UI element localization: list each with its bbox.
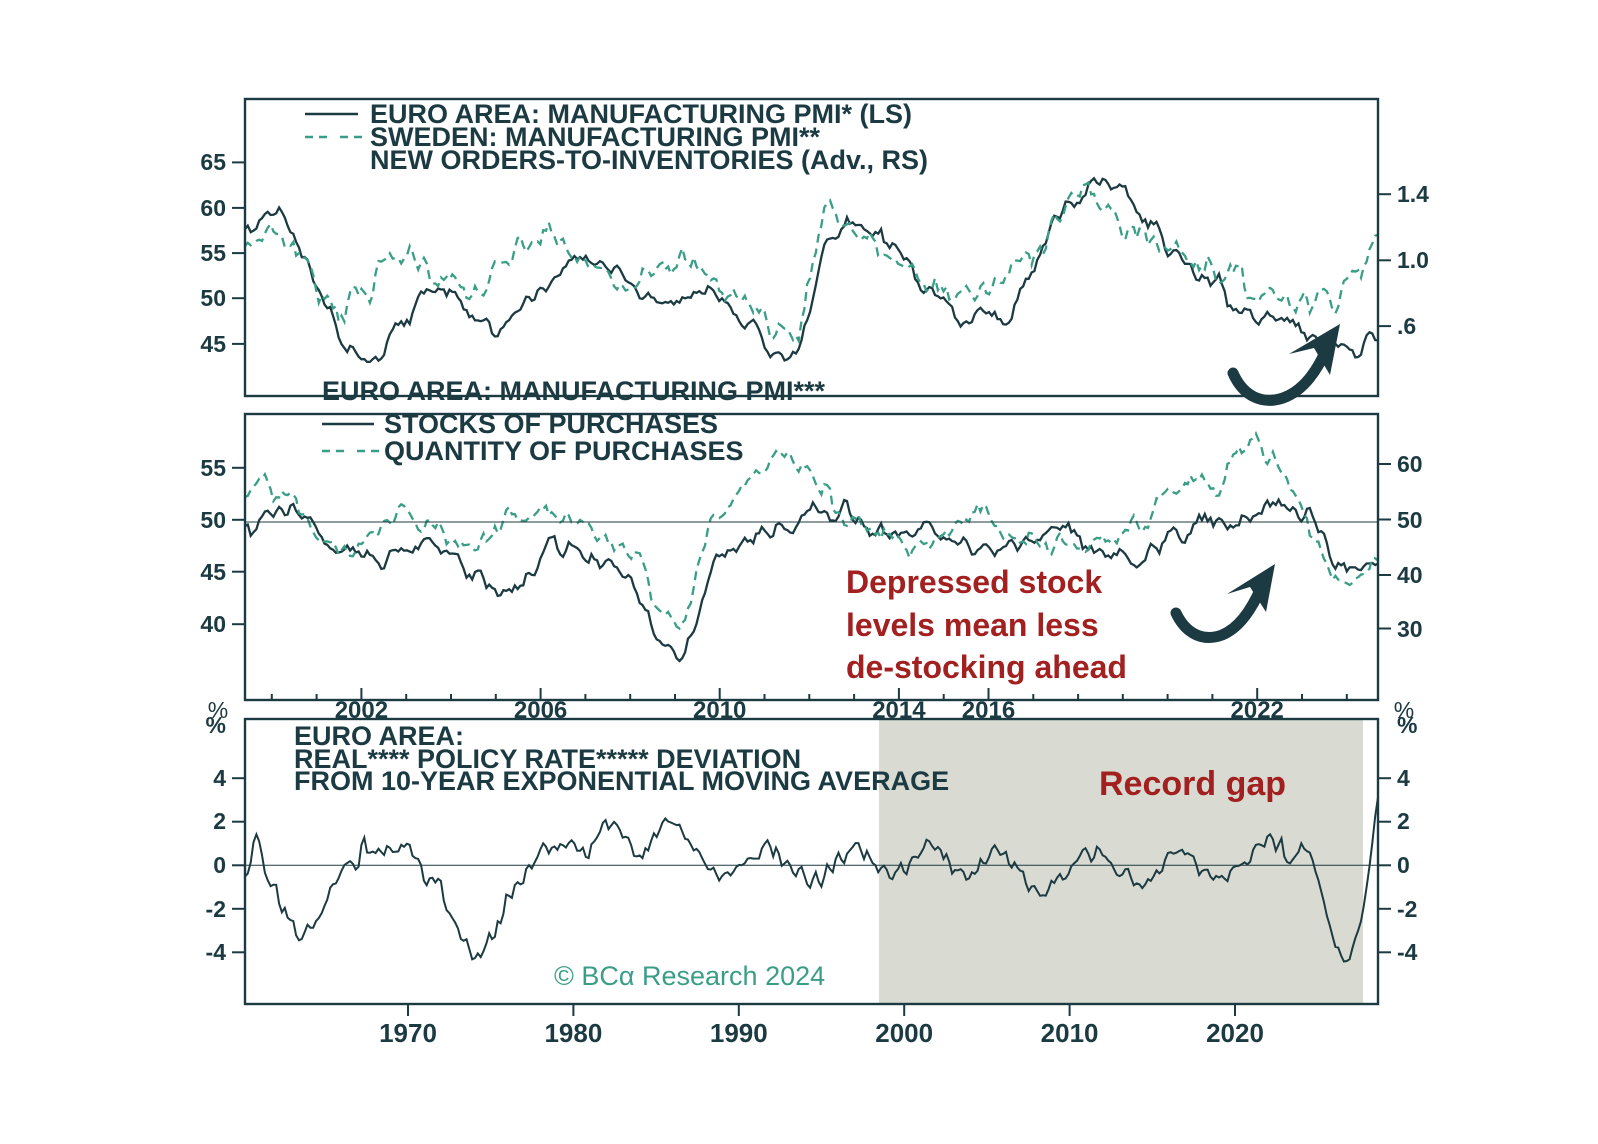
svg-text:2010: 2010	[693, 697, 746, 724]
svg-text:30: 30	[1397, 616, 1423, 642]
svg-text:-2: -2	[1397, 896, 1417, 922]
svg-text:QUANTITY OF PURCHASES: QUANTITY OF PURCHASES	[384, 436, 744, 466]
svg-text:40: 40	[200, 611, 226, 637]
svg-text:1.0: 1.0	[1397, 247, 1429, 273]
svg-text:65: 65	[200, 149, 226, 175]
svg-text:Record gap: Record gap	[1099, 765, 1286, 803]
svg-text:NEW ORDERS-TO-INVENTORIES (Adv: NEW ORDERS-TO-INVENTORIES (Adv., RS)	[370, 145, 928, 175]
svg-text:.6: .6	[1397, 313, 1416, 339]
svg-text:0: 0	[1397, 852, 1410, 878]
svg-text:1.4: 1.4	[1397, 181, 1429, 207]
svg-text:2022: 2022	[1231, 697, 1284, 724]
svg-text:%: %	[1397, 712, 1417, 738]
svg-text:2: 2	[213, 808, 226, 834]
svg-text:2010: 2010	[1041, 1018, 1099, 1048]
svg-text:%: %	[206, 712, 226, 738]
svg-text:4: 4	[1397, 765, 1410, 791]
svg-text:FROM 10-YEAR EXPONENTIAL MOVIN: FROM 10-YEAR EXPONENTIAL MOVING AVERAGE	[294, 766, 949, 796]
svg-text:levels mean less: levels mean less	[846, 607, 1099, 643]
svg-text:50: 50	[200, 285, 226, 311]
svg-text:2000: 2000	[875, 1018, 933, 1048]
svg-text:4: 4	[213, 765, 226, 791]
svg-text:1970: 1970	[379, 1018, 437, 1048]
svg-text:2: 2	[1397, 808, 1410, 834]
svg-text:50: 50	[200, 507, 226, 533]
svg-text:50: 50	[1397, 507, 1423, 533]
svg-text:55: 55	[200, 240, 226, 266]
svg-text:45: 45	[200, 559, 226, 585]
svg-text:40: 40	[1397, 562, 1423, 588]
svg-text:1990: 1990	[710, 1018, 768, 1048]
svg-text:de-stocking ahead: de-stocking ahead	[846, 649, 1127, 685]
svg-text:1980: 1980	[544, 1018, 602, 1048]
svg-text:EURO AREA: MANUFACTURING PMI**: EURO AREA: MANUFACTURING PMI***	[322, 376, 825, 406]
svg-text:60: 60	[200, 195, 226, 221]
svg-text:-4: -4	[206, 939, 227, 965]
svg-text:2014: 2014	[872, 697, 926, 724]
svg-text:Depressed stock: Depressed stock	[846, 564, 1102, 600]
svg-text:2016: 2016	[962, 697, 1015, 724]
svg-text:60: 60	[1397, 451, 1423, 477]
svg-text:© BCα Research 2024: © BCα Research 2024	[554, 961, 825, 991]
svg-text:-2: -2	[206, 896, 226, 922]
svg-text:2002: 2002	[335, 697, 388, 724]
svg-text:-4: -4	[1397, 939, 1418, 965]
svg-text:STOCKS OF PURCHASES: STOCKS OF PURCHASES	[384, 409, 718, 439]
svg-text:55: 55	[200, 455, 226, 481]
svg-text:2006: 2006	[514, 697, 567, 724]
svg-text:2020: 2020	[1206, 1018, 1264, 1048]
svg-text:45: 45	[200, 331, 226, 357]
svg-text:0: 0	[213, 852, 226, 878]
